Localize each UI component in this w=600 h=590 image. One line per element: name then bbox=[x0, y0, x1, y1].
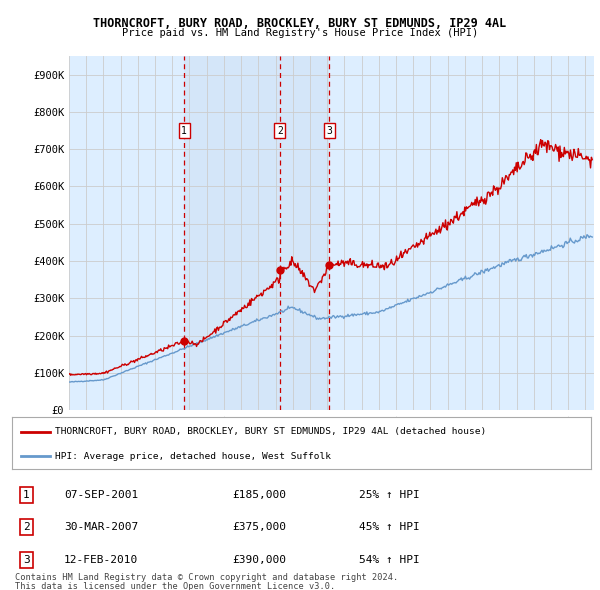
Text: 3: 3 bbox=[326, 126, 332, 136]
Text: 2: 2 bbox=[277, 126, 283, 136]
Text: 25% ↑ HPI: 25% ↑ HPI bbox=[359, 490, 420, 500]
Text: 30-MAR-2007: 30-MAR-2007 bbox=[64, 522, 139, 532]
Text: £375,000: £375,000 bbox=[232, 522, 286, 532]
Text: This data is licensed under the Open Government Licence v3.0.: This data is licensed under the Open Gov… bbox=[15, 582, 335, 590]
Text: 07-SEP-2001: 07-SEP-2001 bbox=[64, 490, 139, 500]
Text: 2: 2 bbox=[23, 522, 30, 532]
Text: £185,000: £185,000 bbox=[232, 490, 286, 500]
Text: 1: 1 bbox=[181, 126, 187, 136]
Text: HPI: Average price, detached house, West Suffolk: HPI: Average price, detached house, West… bbox=[55, 451, 331, 461]
Text: Contains HM Land Registry data © Crown copyright and database right 2024.: Contains HM Land Registry data © Crown c… bbox=[15, 573, 398, 582]
Text: £390,000: £390,000 bbox=[232, 555, 286, 565]
Point bbox=[325, 260, 334, 270]
Text: 3: 3 bbox=[23, 555, 30, 565]
Text: 12-FEB-2010: 12-FEB-2010 bbox=[64, 555, 139, 565]
Text: THORNCROFT, BURY ROAD, BROCKLEY, BURY ST EDMUNDS, IP29 4AL (detached house): THORNCROFT, BURY ROAD, BROCKLEY, BURY ST… bbox=[55, 427, 487, 436]
Text: 1: 1 bbox=[23, 490, 30, 500]
Text: THORNCROFT, BURY ROAD, BROCKLEY, BURY ST EDMUNDS, IP29 4AL: THORNCROFT, BURY ROAD, BROCKLEY, BURY ST… bbox=[94, 17, 506, 30]
Bar bbox=[184, 56, 329, 410]
Point bbox=[179, 336, 189, 346]
Text: 45% ↑ HPI: 45% ↑ HPI bbox=[359, 522, 420, 532]
Point bbox=[275, 266, 284, 275]
Text: Price paid vs. HM Land Registry's House Price Index (HPI): Price paid vs. HM Land Registry's House … bbox=[122, 28, 478, 38]
Text: 54% ↑ HPI: 54% ↑ HPI bbox=[359, 555, 420, 565]
